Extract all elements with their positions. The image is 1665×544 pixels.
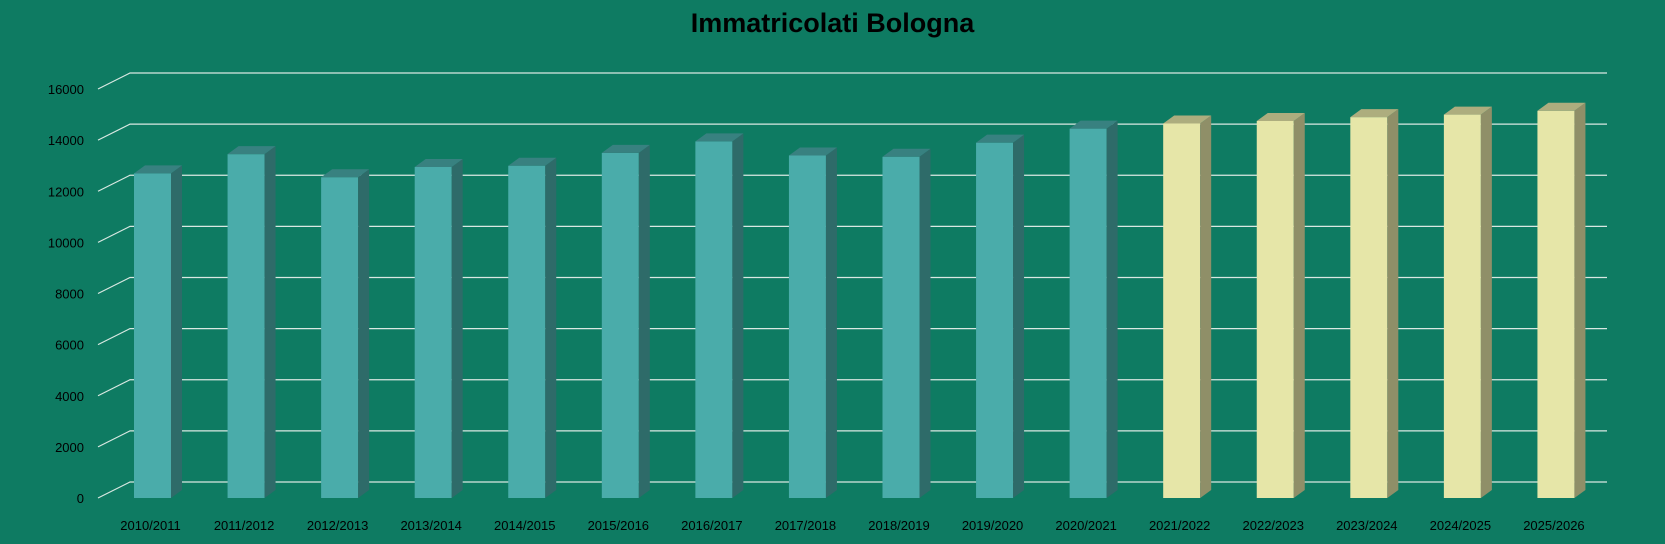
bar: [1350, 117, 1388, 499]
bar: [1163, 123, 1201, 499]
bar: [227, 154, 265, 498]
bar-side: [171, 165, 182, 498]
bar-top: [227, 146, 276, 155]
bar: [882, 156, 920, 498]
x-tick-label: 2025/2026: [1523, 518, 1584, 533]
y-tick-label: 8000: [55, 287, 84, 302]
bar: [1256, 120, 1294, 498]
bar-side: [264, 146, 276, 498]
bar: [508, 165, 546, 498]
bar: [601, 152, 639, 498]
y-tick-label: 4000: [55, 389, 84, 404]
x-tick-label: 2023/2024: [1336, 518, 1397, 533]
bar-side: [825, 147, 837, 498]
y-tick-label: 10000: [48, 235, 84, 250]
x-tick-label: 2014/2015: [494, 518, 555, 533]
y-tick-label: 14000: [48, 133, 84, 148]
x-tick-label: 2016/2017: [681, 518, 742, 533]
bar-side: [1574, 102, 1586, 499]
bar-top: [976, 134, 1025, 143]
bar-side: [1387, 109, 1399, 499]
bar-side: [1480, 106, 1492, 498]
bar-side: [451, 158, 463, 498]
y-tick-label: 12000: [48, 184, 84, 199]
y-tick-label: 16000: [48, 82, 84, 97]
x-tick-label: 2022/2023: [1243, 518, 1304, 533]
x-tick-label: 2010/2011: [120, 518, 181, 533]
bar-top: [414, 158, 463, 167]
x-tick-label: 2013/2014: [400, 518, 461, 533]
bar-side: [1106, 120, 1118, 498]
bar: [976, 142, 1014, 498]
bar-side: [1200, 115, 1212, 499]
bar-top: [134, 165, 182, 174]
gridline: [97, 72, 1607, 90]
x-tick-label: 2011/2012: [214, 518, 275, 533]
bar-top: [508, 157, 557, 166]
bar-top: [788, 147, 837, 156]
x-tick-label: 2019/2020: [962, 518, 1023, 533]
y-tick-label: 0: [77, 491, 84, 506]
x-tick-label: 2012/2013: [307, 518, 368, 533]
bar: [321, 177, 359, 499]
bar: [695, 141, 733, 498]
bar-side: [545, 157, 557, 498]
bar-top: [1350, 109, 1399, 118]
x-tick-label: 2024/2025: [1430, 518, 1491, 533]
bar: [134, 173, 171, 498]
bar: [1069, 128, 1107, 498]
x-tick-label: 2020/2021: [1055, 518, 1116, 533]
bar-top: [695, 133, 744, 142]
bar-side: [638, 144, 650, 498]
bar-top: [1163, 115, 1212, 124]
y-tick-label: 2000: [55, 440, 84, 455]
bar-top: [882, 148, 931, 157]
bar-side: [919, 148, 931, 498]
bar-top: [1537, 102, 1586, 111]
bar-side: [1293, 112, 1305, 498]
x-tick-label: 2015/2016: [588, 518, 649, 533]
x-tick-label: 2017/2018: [775, 518, 836, 533]
bar-top: [321, 169, 370, 178]
y-tick-label: 6000: [55, 338, 84, 353]
bar-side: [358, 169, 370, 499]
bar-top: [1256, 112, 1305, 121]
bar: [1537, 110, 1575, 499]
bar: [788, 155, 826, 498]
bar-top: [1443, 106, 1492, 115]
bar-side: [732, 133, 744, 498]
chart-title: Immatricolati Bologna: [690, 8, 975, 38]
bar-side: [1013, 134, 1025, 498]
bar: [1443, 114, 1481, 498]
bar-top: [1069, 120, 1118, 129]
bar-top: [601, 144, 650, 153]
x-tick-label: 2021/2022: [1149, 518, 1210, 533]
x-tick-label: 2018/2019: [868, 518, 929, 533]
bar: [414, 166, 452, 498]
